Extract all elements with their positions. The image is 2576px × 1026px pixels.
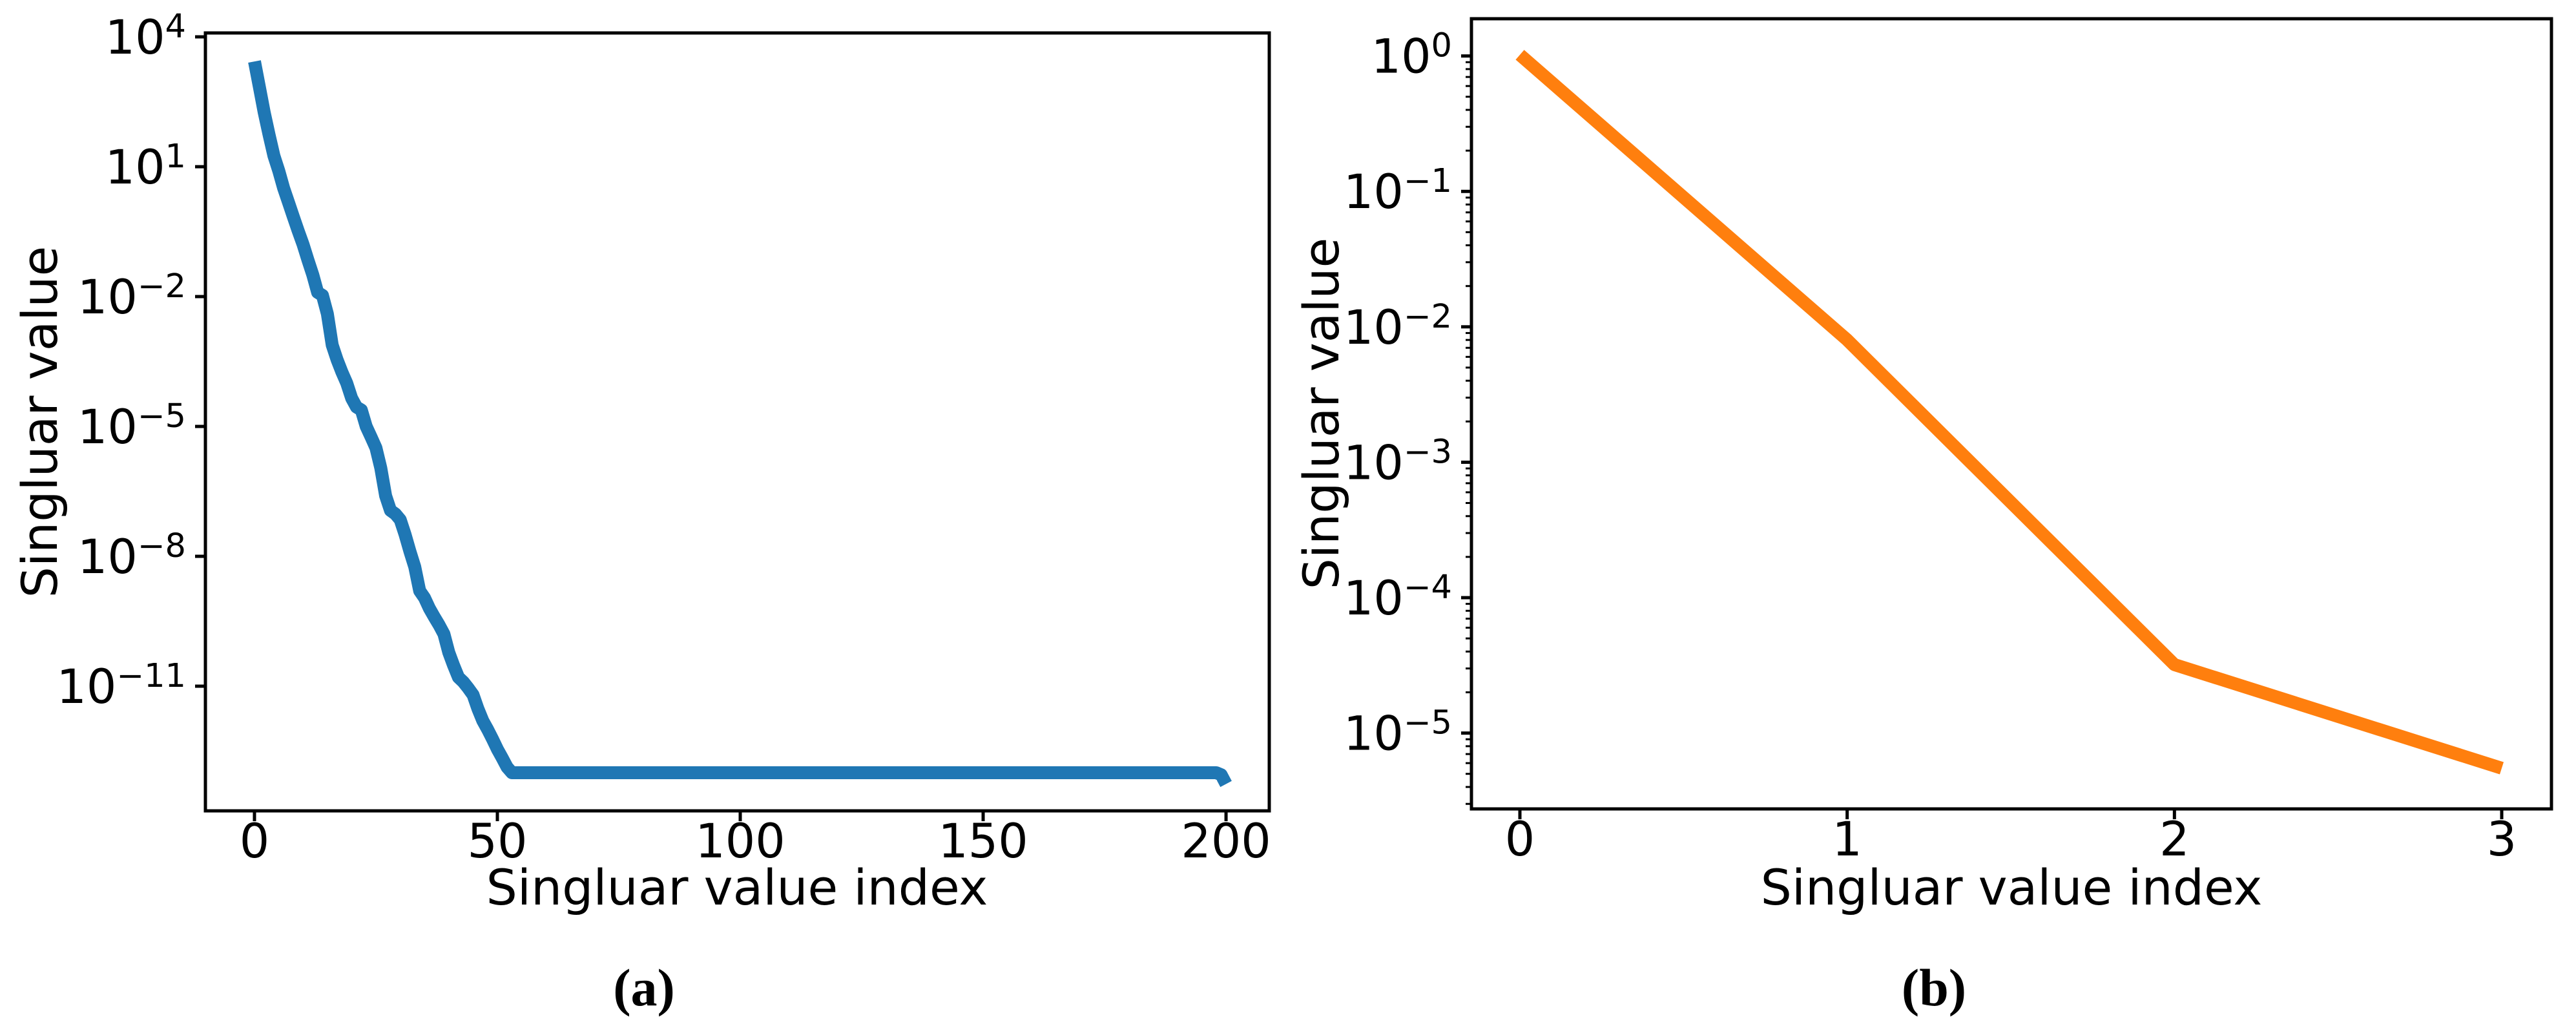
y-tick-label: 101	[105, 138, 186, 195]
y-tick-label: 10−2	[78, 267, 186, 325]
x-tick-label: 150	[938, 814, 1028, 869]
ticks-a: 0 50 100 150 200 104 101 10−2 10−5 10−8 10−11	[56, 8, 1271, 869]
chart-b-ylabel: Singluar value	[1293, 237, 1350, 590]
x-tick-label: 200	[1181, 814, 1271, 869]
chart-a: 0 50 100 150 200 104 101 10−2 10−5 10−8 10−11	[56, 8, 1271, 869]
chart-a-ylabel: Singluar value	[11, 246, 68, 598]
y-tick-label: 10−8	[78, 527, 186, 585]
x-tick-label: 2	[2159, 812, 2189, 867]
caption-b: (b)	[1901, 958, 1967, 1017]
y-tick-label: 10−5	[78, 397, 186, 455]
caption-a: (a)	[613, 958, 675, 1017]
x-tick-label: 0	[240, 814, 269, 869]
y-tick-label: 104	[105, 8, 186, 65]
series-line-b	[1515, 50, 2504, 775]
y-tick-label: 10−1	[1344, 162, 1452, 220]
axes-spines-a	[203, 31, 1271, 813]
ticks-b: 0 1 2 3 100 10−1 10−2 10−3 10−4 10−5	[1344, 27, 2517, 867]
series-line-a	[248, 60, 1232, 788]
y-tick-label: 10−4	[1344, 569, 1452, 626]
x-tick-label: 100	[695, 814, 785, 869]
y-tick-label: 10−3	[1344, 433, 1452, 490]
chart-a-xlabel: Singluar value index	[486, 859, 988, 916]
chart-b-xlabel: Singluar value index	[1760, 859, 2263, 916]
x-tick-label: 50	[468, 814, 528, 869]
y-tick-label: 10−11	[56, 657, 186, 715]
chart-b: 0 1 2 3 100 10−1 10−2 10−3 10−4 10−5	[1344, 17, 2553, 867]
y-tick-label: 10−5	[1344, 704, 1452, 762]
y-tick-label: 10−2	[1344, 298, 1452, 355]
x-tick-label: 0	[1505, 812, 1535, 867]
x-tick-label: 3	[2487, 812, 2517, 867]
y-tick-label: 100	[1371, 27, 1452, 85]
axes-spines-b	[1470, 17, 2553, 811]
x-tick-label: 1	[1832, 812, 1862, 867]
